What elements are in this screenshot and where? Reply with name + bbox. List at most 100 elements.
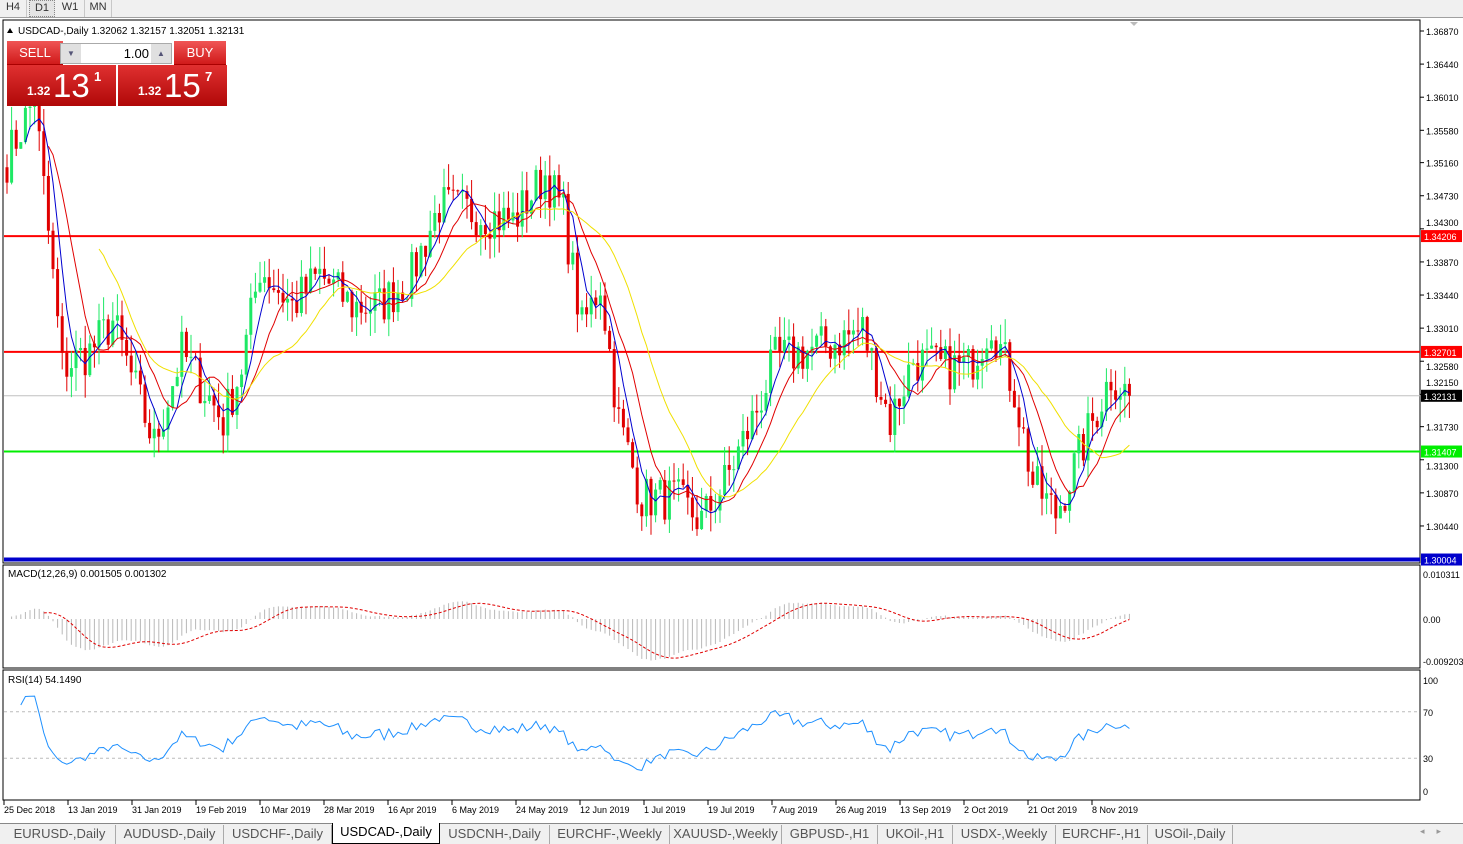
sell-price-pips: 13 (53, 67, 90, 104)
chart-tab-usoil-daily[interactable]: USOil-,Daily (1148, 825, 1233, 844)
rsi-line (20, 695, 1130, 771)
candle-body (847, 330, 851, 335)
sell-button[interactable]: SELL (7, 41, 63, 65)
chart-tab-gbpusd-h1[interactable]: GBPUSD-,H1 (782, 825, 878, 844)
candle-body (474, 222, 478, 236)
buy-button[interactable]: BUY (174, 41, 226, 65)
timeframe-d1[interactable]: D1 (29, 0, 55, 17)
candle-body (355, 301, 359, 318)
lot-decrease-icon[interactable]: ▼ (61, 44, 81, 63)
chart-tab-eurusd-daily[interactable]: EURUSD-,Daily (4, 825, 116, 844)
lot-size-value[interactable]: 1.00 (123, 46, 149, 61)
chart-tab-eurchf-h1[interactable]: EURCHF-,H1 (1056, 825, 1148, 844)
candle-body (313, 268, 317, 274)
buy-price[interactable]: 1.32 15 7 (118, 65, 227, 106)
chart-tab-usdx-weekly[interactable]: USDX-,Weekly (953, 825, 1056, 844)
chart-tabs: EURUSD-,Daily AUDUSD-,Daily USDCHF-,Daily U… (0, 823, 1463, 844)
candle-body (948, 346, 952, 390)
candle-body (83, 347, 87, 376)
candle-body (212, 395, 216, 406)
candle-body (976, 365, 980, 380)
timeframe-h4[interactable]: H4 (0, 0, 27, 17)
ma-fast-line (24, 118, 1130, 514)
price-axis-label: 1.32150 (1426, 378, 1459, 388)
price-axis-label: 1.36870 (1426, 27, 1459, 37)
sell-price[interactable]: 1.32 13 1 (7, 65, 116, 106)
sell-price-fraction: 1 (94, 69, 102, 84)
candle-body (778, 336, 782, 353)
candle-body (723, 464, 727, 495)
buy-price-pips: 15 (164, 67, 201, 104)
candle-body (764, 393, 768, 411)
candle-body (534, 169, 538, 201)
timeframe-mn[interactable]: MN (85, 0, 112, 17)
candle-body (1114, 390, 1118, 400)
candle-body (884, 399, 888, 404)
candle-body (152, 428, 156, 439)
collapse-triangle-icon[interactable] (7, 28, 13, 33)
candle-body (870, 348, 874, 351)
candle-body (700, 510, 704, 530)
price-axis-label: 1.34300 (1426, 218, 1459, 228)
timeframe-w1[interactable]: W1 (56, 0, 85, 17)
chart-tab-ukoil-h1[interactable]: UKOil-,H1 (878, 825, 953, 844)
candle-body (497, 211, 501, 231)
candle-body (626, 427, 630, 443)
candle-body (1109, 381, 1113, 391)
date-axis-label: 12 Jun 2019 (580, 805, 630, 815)
candle-body (428, 230, 432, 257)
candle-body (194, 356, 198, 358)
main-chart-frame (2, 19, 1421, 564)
candle-body (253, 291, 257, 298)
level-price-tag (1421, 445, 1462, 458)
chart-tab-xauusd-weekly[interactable]: XAUUSD-,Weekly (670, 825, 782, 844)
candle-body (796, 346, 800, 369)
chart-tab-usdchf-daily[interactable]: USDCHF-,Daily (224, 825, 332, 844)
date-axis-label: 24 May 2019 (516, 805, 568, 815)
candle-body (23, 107, 27, 143)
tab-scroll-arrows-icon[interactable]: ◂▸ (1419, 826, 1453, 836)
candle-body (184, 331, 188, 358)
candle-body (575, 252, 579, 315)
candle-body (419, 245, 423, 277)
candle-body (585, 307, 589, 315)
lot-increase-icon[interactable]: ▲ (151, 44, 171, 63)
candle-body (433, 212, 437, 231)
price-axis-label: 1.33440 (1426, 291, 1459, 301)
level-price-tag (1421, 389, 1462, 402)
candle-body (985, 348, 989, 360)
macd-label: MACD(12,26,9) 0.001505 0.001302 (8, 569, 167, 580)
candle-body (364, 312, 368, 314)
candle-body (815, 335, 819, 347)
candle-body (309, 268, 313, 293)
lot-size-field[interactable]: ▼ 1.00 ▲ (60, 43, 172, 64)
chart-shift-marker-icon[interactable] (1130, 22, 1138, 26)
candle-body (1008, 342, 1012, 391)
candle-body (810, 346, 814, 351)
candle-body (198, 357, 202, 404)
candle-body (1058, 505, 1062, 519)
candle-body (902, 396, 906, 407)
candle-body (350, 291, 354, 318)
candle-body (750, 410, 754, 440)
candle-body (851, 330, 855, 335)
candle-body (879, 396, 883, 400)
chart-tab-eurchf-weekly[interactable]: EURCHF-,Weekly (550, 825, 670, 844)
candle-body (539, 169, 543, 200)
chart-tab-audusd-daily[interactable]: AUDUSD-,Daily (116, 825, 224, 844)
candle-body (598, 295, 602, 306)
candle-body (143, 384, 147, 423)
chart-tab-usdcad-daily[interactable]: USDCAD-,Daily (332, 823, 440, 844)
candle-body (704, 495, 708, 511)
candle-body (281, 292, 285, 303)
candle-body (999, 344, 1003, 358)
candle-body (953, 355, 957, 390)
candle-body (920, 349, 924, 381)
macd-axis-label: 0.00 (1423, 615, 1441, 625)
candle-body (1026, 428, 1030, 472)
candle-body (672, 480, 676, 482)
rsi-label: RSI(14) 54.1490 (8, 675, 82, 686)
candle-body (888, 403, 892, 436)
chart-tab-usdcnh-daily[interactable]: USDCNH-,Daily (440, 825, 550, 844)
